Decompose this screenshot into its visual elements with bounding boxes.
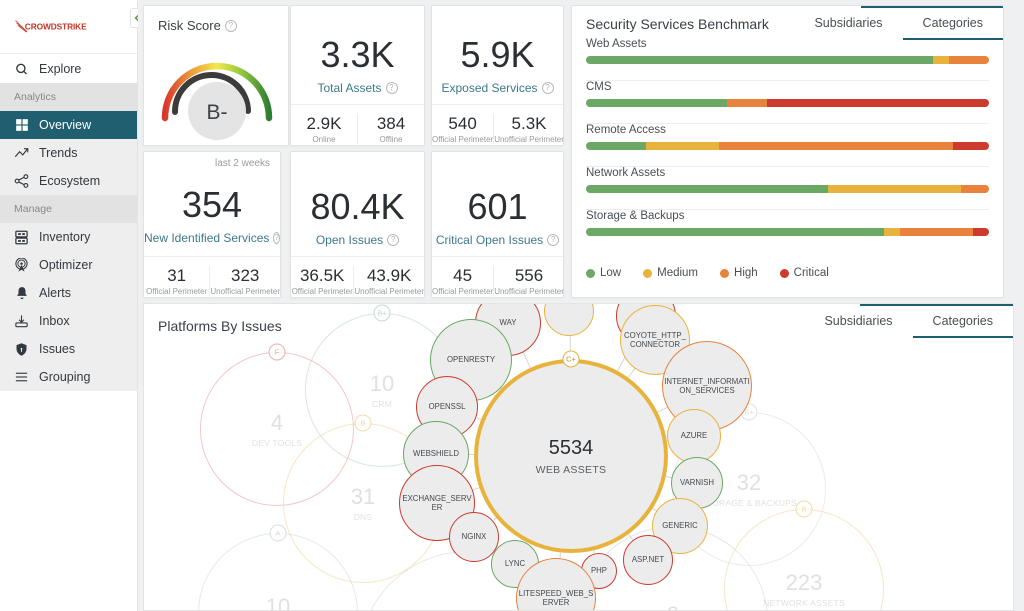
svg-text:B-: B- (207, 101, 228, 124)
svg-text:CROWDSTRIKE: CROWDSTRIKE (25, 22, 87, 32)
